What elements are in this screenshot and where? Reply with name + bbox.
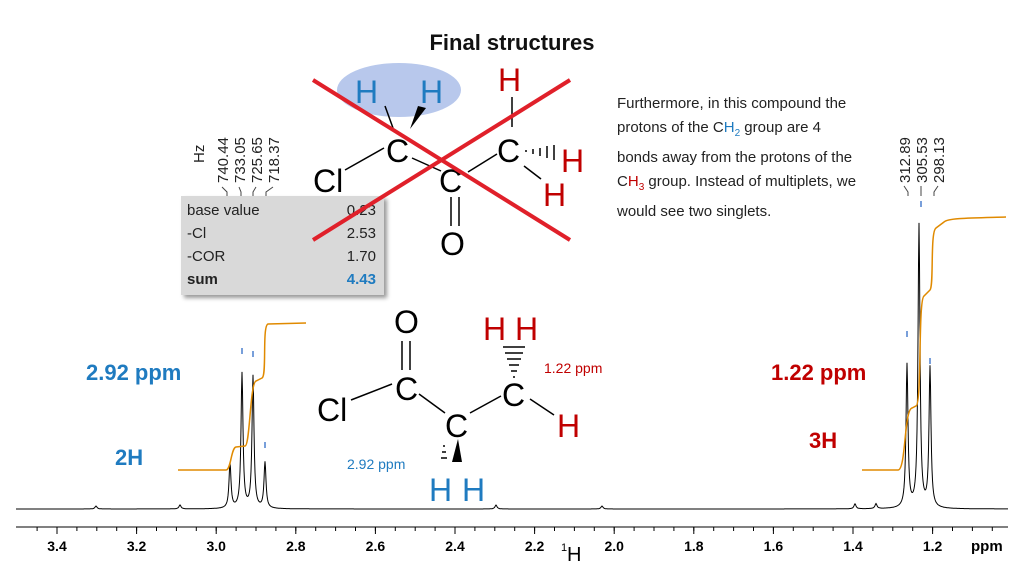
atom-h: H	[515, 311, 538, 347]
calc-row-label: -Cl	[187, 225, 207, 242]
calc-row-value: 2.53	[346, 225, 376, 242]
atom-h: H	[557, 408, 580, 444]
peak-hz-label: 305.53	[914, 137, 931, 183]
nucleus-label: H	[567, 544, 581, 566]
atom-c: C	[445, 408, 468, 444]
bond	[467, 153, 498, 173]
right-peak-labels: 312.89 305.53 298.13	[897, 137, 948, 207]
wedge-bond	[410, 106, 426, 129]
atom-h: H	[462, 472, 485, 508]
peak-hz-label: 718.37	[266, 137, 283, 183]
cross-out-line	[311, 78, 572, 242]
left-group-integration: 2H	[115, 445, 144, 470]
ch2-shift-label: 2.92 ppm	[347, 456, 405, 472]
peak-hz-label: 733.05	[232, 137, 249, 183]
peak-hz-label: 298.13	[931, 137, 948, 183]
axis-unit-label: ppm	[971, 538, 1003, 555]
note-part2: group are 4 bonds away from the protons …	[617, 119, 853, 190]
calc-sum-label: sum	[187, 271, 218, 288]
calc-row-value: 1.70	[346, 248, 376, 265]
peak-markers	[241, 331, 931, 448]
calc-row: -Cl 2.53	[187, 225, 376, 247]
axis-tick-label: 1.8	[684, 538, 704, 554]
axis-tick-label: 3.2	[127, 538, 147, 554]
hash-bond	[525, 145, 555, 160]
calc-row-label: -COR	[187, 248, 226, 265]
left-group-shift: 2.92 ppm	[86, 360, 182, 385]
atom-c: C	[386, 133, 409, 169]
bond	[469, 395, 502, 414]
note-ch3-sub: 3	[638, 182, 645, 193]
bond	[411, 157, 442, 172]
bond	[529, 398, 555, 416]
calc-row-label: base value	[187, 202, 260, 219]
nmr-spectrum-line	[16, 222, 1008, 510]
atom-c: C	[497, 133, 520, 169]
atom-h: H	[543, 177, 566, 213]
atom-c: C	[439, 163, 462, 199]
ch2-highlight	[337, 63, 461, 117]
atom-h: H	[355, 74, 378, 110]
calc-row: -COR 1.70	[187, 248, 376, 270]
atom-h: H	[561, 143, 584, 179]
integral-trace-right	[862, 216, 1007, 471]
atom-o: O	[440, 226, 465, 262]
bond	[523, 165, 542, 180]
ppm-axis: 3.4 3.2 3.0 2.8 2.6 2.4 2.2 2.0 1.8 1.6 1.4 1.2	[16, 526, 1008, 554]
atom-h: H	[420, 74, 443, 110]
axis-tick-label: 2.4	[445, 538, 465, 554]
atom-h: H	[498, 62, 521, 98]
atom-cl: Cl	[317, 392, 347, 428]
hash-bond	[503, 346, 525, 378]
bond	[418, 393, 446, 414]
slide-title: Final structures	[429, 30, 595, 55]
hz-unit-label: Hz	[191, 145, 208, 163]
axis-tick-label: 3.0	[206, 538, 226, 554]
left-peak-labels: Hz 740.44 733.05 725.65 718.37	[191, 137, 283, 196]
explanation-note: Furthermore, in this compound the proton…	[617, 92, 862, 224]
wedge-bond	[452, 439, 462, 462]
crossed-out-structure: Cl C C C O H H H H H	[311, 62, 584, 262]
right-group-integration: 3H	[809, 428, 838, 453]
atom-h: H	[483, 311, 506, 347]
note-part1: Furthermore, in this compound the proton…	[617, 95, 847, 136]
ch3-shift-label: 1.22 ppm	[544, 360, 602, 376]
peak-hz-label: 740.44	[215, 137, 232, 183]
axis-tick-label: 2.2	[525, 538, 545, 554]
note-part3: group. Instead of multiplets, we would s…	[617, 173, 857, 220]
axis-tick-label: 1.6	[764, 538, 784, 554]
atom-o: O	[394, 304, 419, 340]
atom-c: C	[502, 377, 525, 413]
atom-cl: Cl	[313, 163, 343, 199]
note-ch2-h: H	[723, 119, 735, 136]
axis-tick-label: 1.4	[843, 538, 863, 554]
bond	[350, 383, 393, 401]
shift-calculation-table: base value 0.23 -Cl 2.53 -COR 1.70 sum 4…	[181, 196, 384, 295]
integral-trace-left	[178, 322, 307, 471]
axis-tick-label: 2.0	[604, 538, 624, 554]
note-ch2-sub: 2	[734, 128, 741, 139]
peak-hz-label: 312.89	[897, 137, 914, 183]
final-structure: Cl O C C C H H H H H 1.22 ppm 2.92 ppm	[317, 304, 602, 508]
atom-c: C	[395, 371, 418, 407]
axis-tick-label: 1.2	[923, 538, 943, 554]
nucleus-superscript: 1	[561, 542, 567, 554]
calc-sum-row: sum 4.43	[187, 271, 376, 293]
bond	[384, 105, 394, 129]
right-group-shift: 1.22 ppm	[771, 360, 867, 385]
note-ch3-h: H	[627, 173, 639, 190]
axis-tick-label: 2.6	[366, 538, 386, 554]
bond	[344, 147, 385, 171]
axis-tick-label: 2.8	[286, 538, 306, 554]
atom-h: H	[429, 472, 452, 508]
calc-sum-value: 4.43	[346, 271, 376, 288]
hash-bond	[441, 445, 447, 459]
axis-tick-label: 3.4	[47, 538, 67, 554]
peak-hz-label: 725.65	[249, 137, 266, 183]
